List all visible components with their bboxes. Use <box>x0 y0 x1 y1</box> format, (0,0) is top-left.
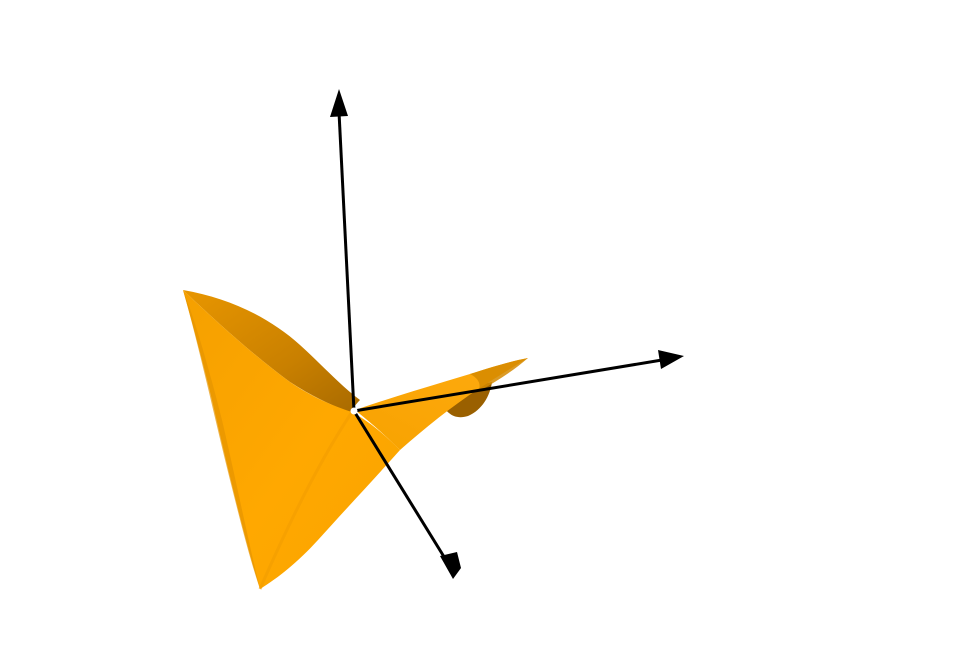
surface-back-fold <box>183 290 360 412</box>
coordinate-axes <box>330 89 684 579</box>
front-axis-arrowhead <box>440 552 461 579</box>
saddle-surface[interactable] <box>183 290 528 590</box>
right-axis-line <box>353 358 663 413</box>
surface-front-face <box>183 290 400 589</box>
origin-marker <box>350 407 358 415</box>
vertical-axis-line <box>337 111 356 412</box>
surface-crease <box>258 411 354 590</box>
right-axis-arrowhead <box>658 350 684 369</box>
vertical-axis-arrowhead <box>330 89 348 117</box>
surface-left-face <box>183 290 260 589</box>
surface-wing-shade <box>470 358 528 392</box>
front-axis-line <box>352 410 448 561</box>
